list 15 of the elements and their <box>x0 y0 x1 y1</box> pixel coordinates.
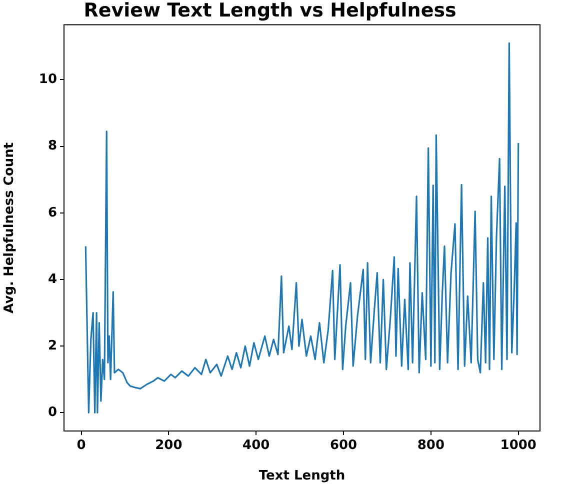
y-tick-label: 0 <box>48 405 57 420</box>
chart-title: Review Text Length vs Helpfulness <box>84 0 456 22</box>
y-tick-label: 8 <box>48 138 57 154</box>
y-axis-title: Avg. Helpfulness Count <box>2 142 18 314</box>
x-tick-label: 200 <box>155 438 182 454</box>
y-tick-label: 2 <box>48 338 57 354</box>
y-tick-label: 10 <box>38 72 57 88</box>
x-tick-label: 600 <box>330 438 358 454</box>
y-tick-label: 4 <box>48 272 57 287</box>
x-tick-label: 800 <box>417 438 445 454</box>
x-tick-label: 400 <box>242 438 270 454</box>
x-tick-label: 0 <box>76 438 86 454</box>
x-axis-title: Text Length <box>258 468 346 484</box>
y-tick-label: 6 <box>48 205 57 220</box>
x-tick-label: 1000 <box>500 438 536 454</box>
